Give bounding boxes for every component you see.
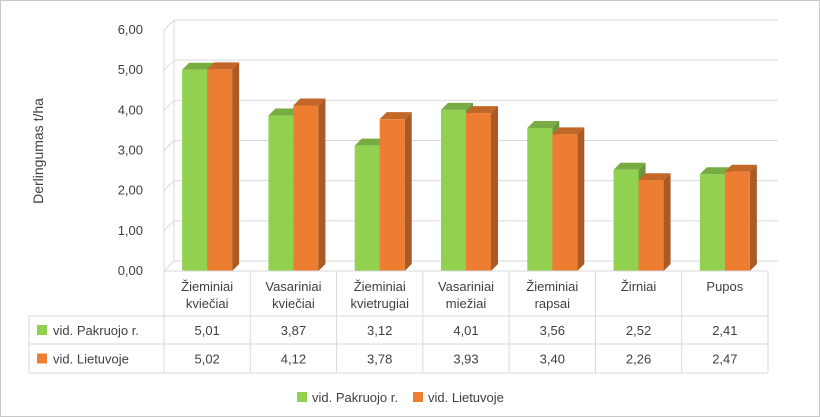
bar-top [552,127,585,135]
y-tick-label: 0,00 [118,263,143,278]
bar [638,180,664,271]
table-value-label: 2,47 [712,352,737,367]
bar-top [724,164,757,172]
bar-top [379,112,412,120]
table-value-label: 4,12 [281,352,306,367]
bar-side [318,98,326,271]
gridline-depth [163,140,175,151]
bar-top [441,102,473,110]
bar-top [268,108,301,116]
table-legend-key [37,353,47,364]
y-tick-label: 6,00 [118,22,143,37]
table-value-label: 5,02 [194,352,219,367]
bar-top [527,121,560,129]
bar-top [182,62,215,70]
gridline-depth [163,59,175,71]
bar [724,171,750,271]
bar [552,134,578,271]
bar [379,119,405,271]
legend-key [297,392,307,402]
legend-key [413,392,423,402]
bar-side [749,164,757,271]
x-category-label: kviečiai [272,296,315,311]
table-value-label: 3,93 [453,352,478,367]
bar-top [207,62,240,70]
bar [699,174,725,271]
table-series-label: vid. Lietuvoje [53,352,129,367]
bar-top [638,173,671,181]
gridline-depth [163,99,175,111]
x-category-label: kviečiai [186,296,229,311]
bar-side [663,173,671,271]
legend-label: vid. Pakruojo r. [312,390,398,405]
bar-side [577,127,585,271]
table-value-label: 4,01 [453,323,478,338]
table-legend-key [37,325,47,335]
table-value-label: 5,01 [194,323,219,338]
gridline-depth [163,260,175,272]
bar-side [491,106,498,272]
table-value-label: 2,26 [626,352,651,367]
bar [207,69,233,271]
y-tick-label: 1,00 [118,223,143,238]
bar-top [613,162,646,170]
bar-side [404,112,412,271]
x-category-label: miežiai [446,296,487,311]
table-value-label: 3,56 [540,323,565,338]
table-value-label: 3,40 [540,352,565,367]
gridline-depth [163,180,175,192]
bar-top [699,167,732,175]
y-axis-title: Derlingumas t/ha [30,98,46,204]
bar [268,115,294,272]
legend-label: vid. Lietuvoje [428,390,504,405]
gridline-depth [163,220,175,232]
x-category-label: Vasariniai [265,279,321,294]
table-value-label: 2,52 [626,323,651,338]
bar-top [466,106,498,114]
x-category-label: Žieminiai [181,279,233,294]
x-category-label: kvietrugiai [350,296,409,311]
bar [293,105,319,271]
bar-side [232,62,240,271]
x-category-label: Pupos [706,279,743,294]
table-value-label: 3,87 [281,323,306,338]
gridline-depth [163,19,175,31]
y-tick-label: 4,00 [118,102,143,117]
x-category-label: Vasariniai [438,279,494,294]
bar-top [293,98,326,106]
x-category-label: Žieminiai [354,279,406,294]
y-tick-label: 5,00 [118,62,143,77]
bar [182,69,208,271]
bar [441,109,466,271]
table-value-label: 3,12 [367,323,392,338]
bar [613,169,639,271]
y-tick-label: 3,00 [118,143,143,158]
table-series-label: vid. Pakruojo r. [53,323,139,338]
bar [354,145,380,271]
bar-top [354,138,387,146]
bar [527,128,553,271]
table-value-label: 3,78 [367,352,392,367]
table-value-label: 2,41 [712,323,737,338]
x-category-label: Žieminiai [526,279,578,294]
y-tick-label: 2,00 [118,183,143,198]
x-category-label: Žirniai [621,279,657,294]
bar [466,113,491,272]
x-category-label: rapsai [535,296,571,311]
